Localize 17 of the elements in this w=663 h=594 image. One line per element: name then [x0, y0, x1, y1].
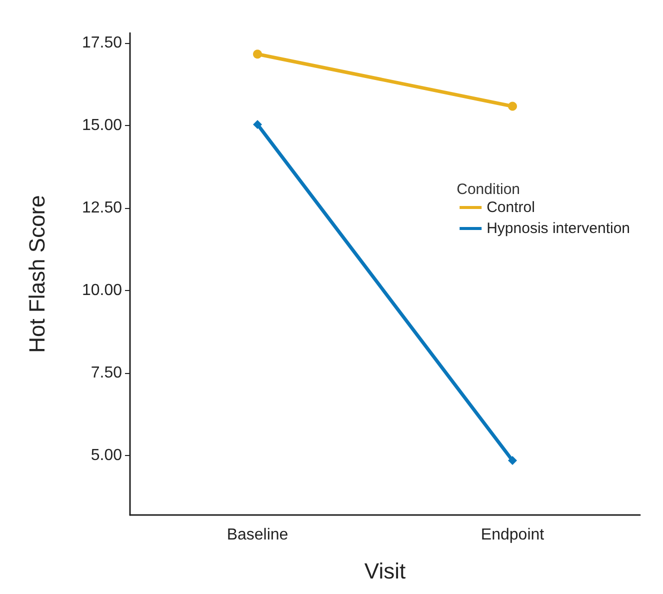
y-axis-title: Hot Flash Score — [24, 195, 50, 353]
y-tick-label: 15.00 — [82, 116, 122, 134]
y-tick-label: 10.00 — [82, 282, 122, 300]
legend-title: Condition — [456, 181, 520, 198]
legend-label: Hypnosis intervention — [486, 220, 630, 237]
x-tick-label: Baseline — [226, 526, 288, 544]
y-tick-label: 7.50 — [90, 364, 122, 382]
point — [508, 102, 517, 111]
legend-label: Control — [486, 199, 535, 216]
point — [508, 456, 517, 466]
y-tick-label: 5.00 — [90, 447, 122, 464]
y-tick-label: 17.50 — [82, 34, 122, 52]
point — [253, 50, 262, 59]
x-axis-title: Visit — [364, 558, 406, 584]
point — [253, 120, 262, 129]
x-tick-label: Endpoint — [480, 526, 545, 544]
y-tick-label: 12.50 — [82, 199, 122, 216]
